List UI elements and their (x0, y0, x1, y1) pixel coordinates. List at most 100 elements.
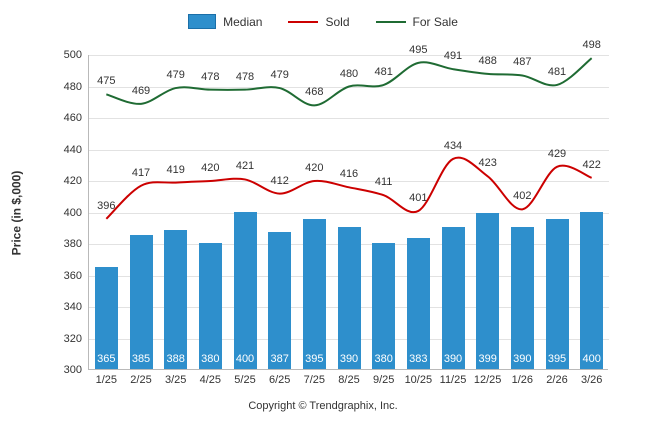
point-value-label-for-sale: 491 (443, 50, 463, 63)
point-value-label-for-sale: 468 (305, 86, 324, 99)
bar-median-6/25[interactable]: 387 (268, 231, 292, 369)
point-value-label-for-sale: 479 (166, 69, 185, 82)
point-value-label-for-sale: 478 (201, 70, 220, 83)
x-axis-tick-label: 2/25 (130, 374, 152, 386)
point-value-label-sold: 417 (131, 166, 151, 179)
bar-median-7/25[interactable]: 395 (302, 219, 326, 369)
bar-median-11/25[interactable]: 390 (441, 227, 465, 369)
legend-label: For Sale (412, 14, 458, 29)
legend-swatch-for-sale-icon (375, 20, 406, 23)
bar-value-label: 390 (443, 353, 463, 365)
point-value-label-sold: 411 (374, 176, 393, 189)
point-value-label-sold: 402 (513, 190, 532, 203)
bar-median-8/25[interactable]: 390 (337, 227, 361, 369)
point-value-label-sold: 422 (582, 158, 601, 171)
bar-median-2/26[interactable]: 395 (545, 219, 569, 369)
x-axis-tick-label: 3/26 (580, 374, 603, 386)
bar-value-label: 390 (513, 353, 532, 365)
bar-median-10/25[interactable]: 383 (406, 238, 430, 369)
y-axis-tick-label: 320 (63, 332, 82, 345)
y-axis-tick-label: 340 (63, 301, 82, 313)
point-value-label-for-sale: 475 (97, 75, 116, 88)
point-value-label-for-sale: 498 (582, 39, 601, 52)
legend-item-median[interactable]: Median (188, 14, 262, 29)
bar-median-1/26[interactable]: 390 (510, 227, 534, 369)
x-axis-tick-label: 12/25 (473, 374, 502, 386)
point-value-label-sold: 396 (97, 199, 116, 212)
legend-label: Sold (325, 14, 350, 29)
x-axis-tick-label: 7/25 (303, 374, 326, 386)
bar-value-label: 395 (547, 353, 567, 365)
point-value-label-sold: 421 (235, 160, 255, 173)
bar-value-label: 399 (478, 353, 497, 365)
point-value-label-for-sale: 480 (339, 67, 359, 80)
point-value-label-for-sale: 479 (270, 69, 289, 82)
bar-value-label: 380 (201, 353, 220, 365)
grid-line (89, 212, 609, 214)
grid-line (89, 118, 609, 119)
y-axis-tick-label: 300 (63, 364, 82, 376)
chart-legend: Median Sold For Sale (0, 14, 646, 29)
point-value-label-for-sale: 481 (374, 65, 393, 78)
point-value-label-sold: 412 (270, 174, 289, 187)
bar-value-label: 387 (270, 353, 289, 365)
point-value-label-for-sale: 481 (547, 65, 567, 78)
bar-value-label: 395 (305, 353, 324, 365)
y-axis-tick-label: 440 (63, 143, 82, 156)
legend-swatch-sold-icon (288, 20, 319, 23)
bar-median-3/26[interactable]: 400 (580, 211, 604, 369)
line-series-layer (105, 57, 593, 220)
copyright-notice: Copyright © Trendgraphix, Inc. (248, 400, 398, 412)
y-axis-tick-label: 420 (63, 175, 82, 187)
point-value-label-sold: 420 (201, 162, 220, 174)
bar-median-1/25[interactable]: 365 (94, 266, 118, 369)
bar-median-2/25[interactable]: 385 (129, 235, 153, 369)
bar-median-4/25[interactable]: 380 (198, 243, 222, 369)
bar-median-12/25[interactable]: 399 (476, 213, 500, 369)
bar-median-9/25[interactable]: 380 (372, 243, 396, 369)
bar-value-label: 365 (97, 353, 116, 365)
plot-area: 300 320 340 360 380 400 420 440 460 480 500 365 385 3… (64, 39, 609, 386)
bar-value-label: 388 (166, 353, 185, 365)
point-value-label-sold: 434 (443, 139, 463, 152)
line-for-sale[interactable] (106, 57, 593, 107)
bar-median-3/25[interactable]: 388 (164, 230, 188, 369)
legend-label: Median (223, 14, 263, 29)
grid-line (89, 149, 609, 151)
x-axis-tick-label: 9/25 (372, 374, 395, 386)
y-axis-title: Price (in $,000) (6, 55, 26, 370)
x-axis-tick-label: 10/25 (404, 374, 433, 386)
x-axis-tick-label: 2/26 (546, 374, 568, 386)
legend-swatch-median-icon (188, 14, 217, 29)
bar-value-label: 383 (409, 353, 428, 365)
legend-item-sold[interactable]: Sold (288, 14, 350, 29)
point-value-label-for-sale: 487 (513, 56, 532, 69)
x-axis-tick-label: 5/25 (234, 374, 256, 386)
x-axis-tick-label: 3/25 (164, 374, 187, 386)
line-sold[interactable] (105, 156, 593, 220)
point-value-label-sold: 416 (339, 168, 359, 181)
point-value-label-sold: 423 (478, 157, 497, 170)
bar-value-label: 380 (374, 353, 393, 365)
bar-value-label: 385 (131, 353, 151, 365)
bar-value-label: 400 (582, 353, 601, 365)
point-value-label-for-sale: 469 (131, 84, 151, 97)
grid-line (89, 55, 609, 56)
point-value-label-sold: 420 (305, 162, 324, 174)
point-value-label-for-sale: 478 (235, 70, 255, 83)
grid-line (89, 181, 609, 182)
legend-item-for-sale[interactable]: For Sale (375, 14, 458, 29)
point-value-label-sold: 401 (409, 191, 428, 204)
bar-median-5/25[interactable]: 400 (233, 211, 257, 369)
x-axis-tick-label: 1/25 (95, 374, 118, 386)
x-axis-tick-label: 4/25 (199, 374, 222, 386)
bar-value-label: 390 (339, 353, 359, 365)
y-axis-tick-label: 480 (63, 80, 82, 93)
y-axis-tick-label: 460 (63, 112, 82, 124)
y-axis-tick-label: 380 (63, 238, 82, 250)
y-axis-tick-label: 360 (63, 269, 82, 282)
bar-value-label: 400 (235, 353, 255, 365)
y-axis-tick-label: 400 (63, 206, 82, 219)
point-value-label-for-sale: 495 (409, 43, 428, 56)
